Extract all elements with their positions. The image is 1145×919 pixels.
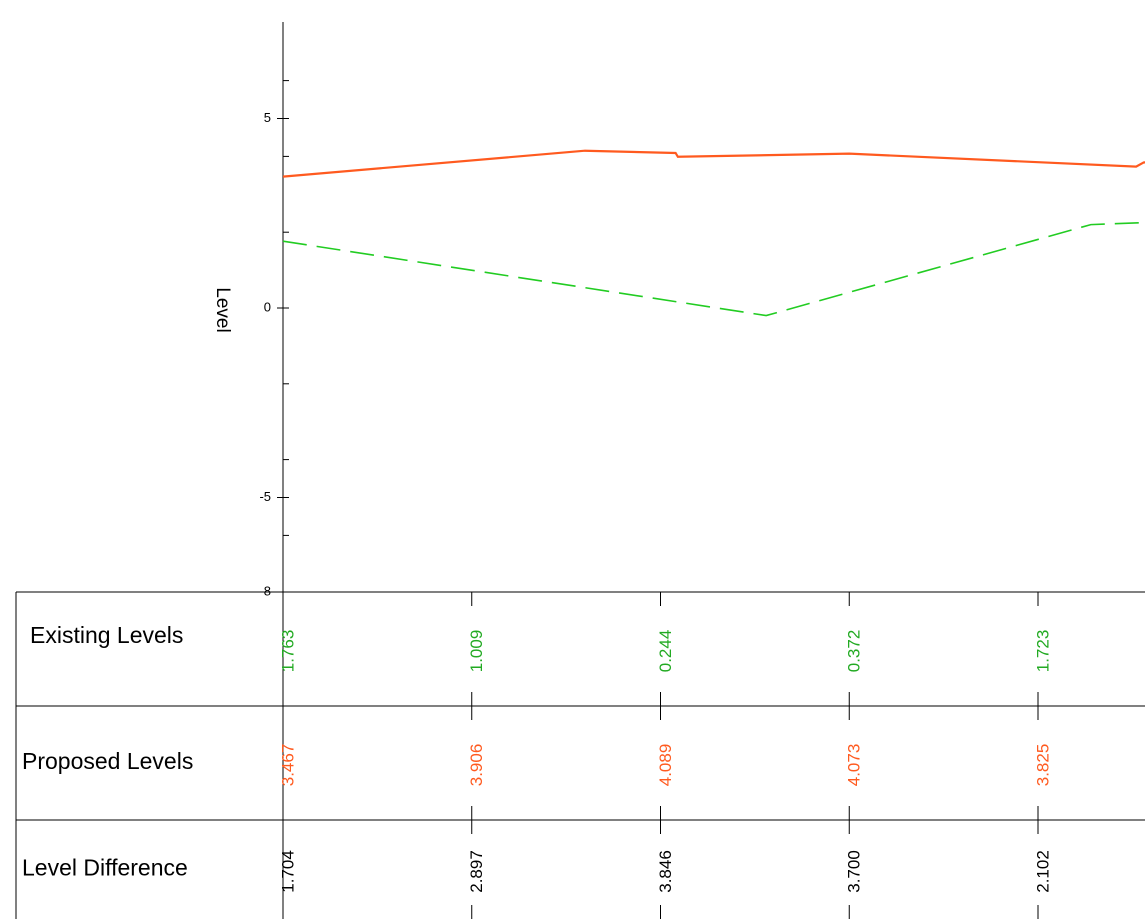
y-tick-label: -5 <box>259 489 271 504</box>
y-tick-label: 5 <box>264 110 271 125</box>
plot-area: 5 0 -5 -8 <box>259 22 1145 919</box>
table-row-label: Level Difference <box>22 855 188 881</box>
table-cell-value: 0.244 <box>656 630 675 673</box>
table-cell-value: 1.723 <box>1033 630 1052 673</box>
table-cell-value: 3.846 <box>656 850 675 893</box>
existing-levels-line <box>282 221 1145 317</box>
table-cell-value: 4.073 <box>845 744 864 787</box>
y-tick-label: -8 <box>259 583 271 598</box>
table-row-label: Existing Levels <box>30 622 183 648</box>
proposed-levels-line <box>282 149 1145 178</box>
table-cell-value: 1.704 <box>278 850 297 893</box>
table-cell-value: 2.102 <box>1033 850 1052 893</box>
table-cell-value: 3.700 <box>845 850 864 893</box>
table-cell-value: 2.897 <box>467 850 486 893</box>
level-table: Existing Levels 1.763 1.009 0.244 0.372 1.723… <box>15 591 1145 919</box>
table-row-label: Proposed Levels <box>22 748 193 774</box>
table-cell-value: 3.825 <box>1033 744 1052 787</box>
y-axis-label: Level <box>212 287 233 332</box>
table-cell-value: 4.089 <box>656 744 675 787</box>
y-tick-label: 0 <box>264 299 271 314</box>
table-cell-value: 1.009 <box>467 630 486 673</box>
table-cell-value: 3.467 <box>278 744 297 787</box>
table-cell-value: 0.372 <box>845 630 864 673</box>
table-cell-value: 1.763 <box>278 630 297 673</box>
table-cell-value: 3.906 <box>467 744 486 787</box>
